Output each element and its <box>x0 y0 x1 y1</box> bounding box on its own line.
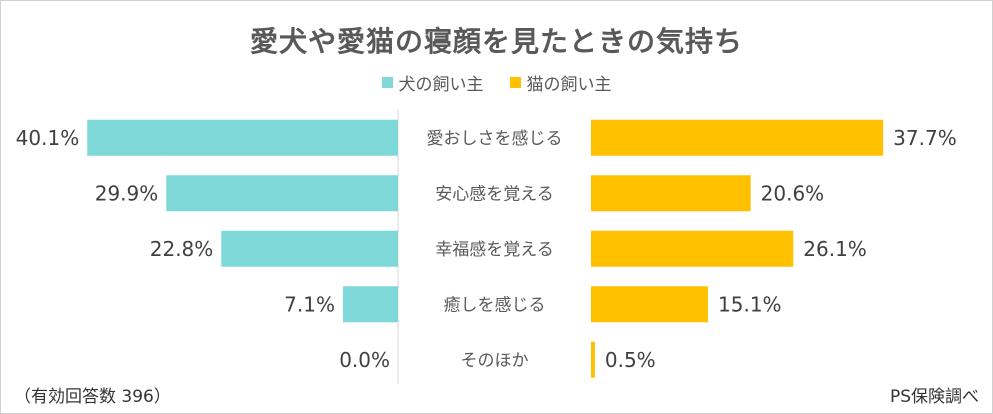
bar-cat-4 <box>591 341 595 378</box>
legend-swatch-dog <box>381 77 393 88</box>
chart-legend: 犬の飼い主 猫の飼い主 <box>0 70 993 95</box>
bar-dog-1 <box>166 175 398 212</box>
data-label-dog-0: 40.1% <box>16 126 80 150</box>
bar-dog-3 <box>342 286 398 323</box>
category-label-2: 幸福感を覚える <box>435 240 554 260</box>
legend-label-dog: 犬の飼い主 <box>398 75 484 95</box>
legend-swatch-cat <box>509 77 521 88</box>
data-label-dog-3: 7.1% <box>284 292 335 316</box>
data-label-dog-1: 29.9% <box>95 181 159 205</box>
category-label-3: 癒しを感じる <box>444 295 546 315</box>
bar-dog-0 <box>87 119 398 156</box>
bar-cat-3 <box>591 286 709 323</box>
data-label-cat-0: 37.7% <box>893 126 957 150</box>
bar-dog-2 <box>221 230 398 267</box>
category-label-0: 愛おしさを感じる <box>427 129 563 149</box>
bar-cat-2 <box>591 230 794 267</box>
data-label-dog-2: 22.8% <box>150 237 214 261</box>
data-label-cat-3: 15.1% <box>718 292 782 316</box>
legend-item-cat: 猫の飼い主 <box>509 70 612 95</box>
source-credit: PS保険調べ <box>889 387 979 407</box>
data-label-cat-1: 20.6% <box>761 181 825 205</box>
footnote-sample-size: （有効回答数 396） <box>14 387 171 407</box>
category-label-4: そのほか <box>461 351 529 371</box>
chart-title: 愛犬や愛猫の寝顔を見たときの気持ち <box>249 25 743 58</box>
data-label-cat-2: 26.1% <box>803 237 867 261</box>
bar-cat-0 <box>591 119 884 156</box>
bar-cat-1 <box>591 175 751 212</box>
legend-item-dog: 犬の飼い主 <box>381 70 484 95</box>
legend-label-cat: 猫の飼い主 <box>526 75 612 95</box>
category-label-1: 安心感を覚える <box>435 184 554 204</box>
data-label-dog-4: 0.0% <box>339 348 390 372</box>
data-label-cat-4: 0.5% <box>605 348 656 372</box>
